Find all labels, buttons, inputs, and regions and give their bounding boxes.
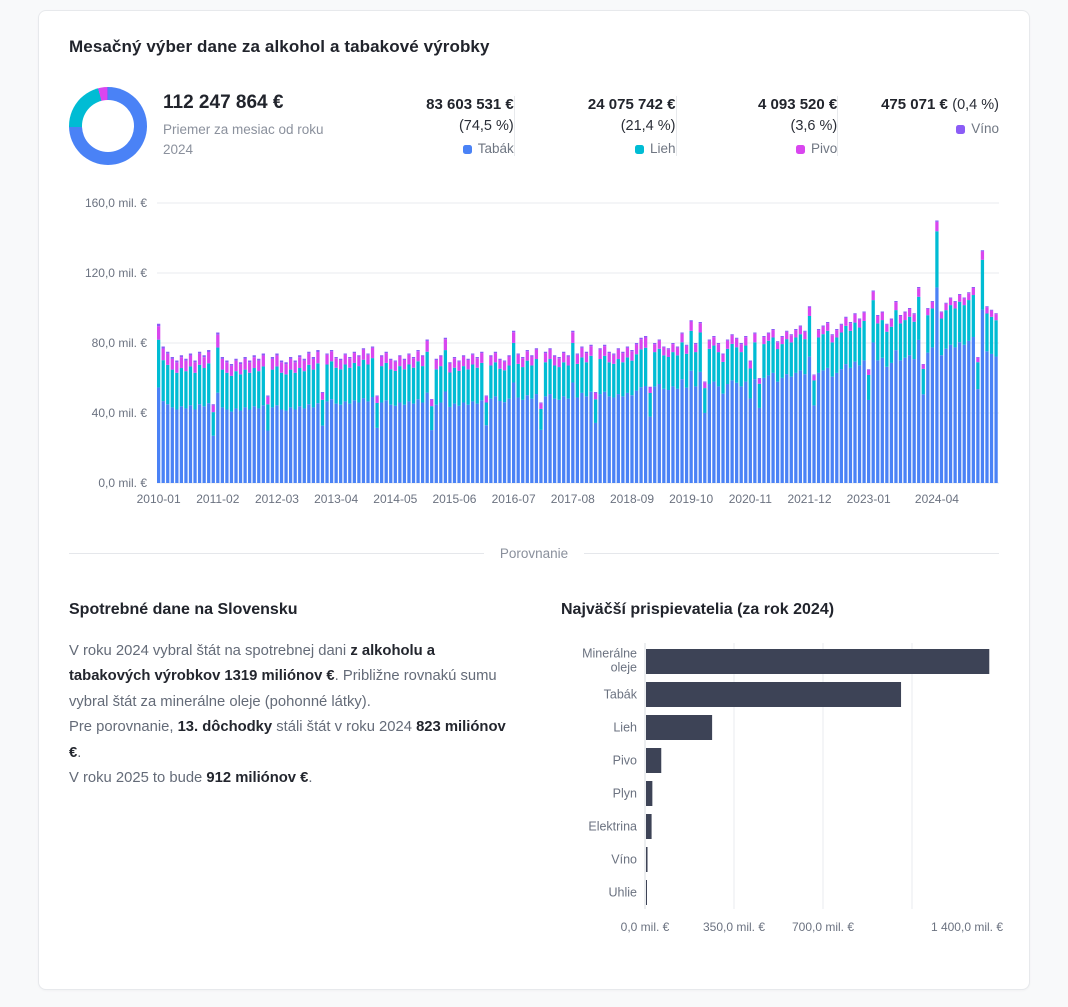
total-block: 112 247 864 € Priemer za mesiac od roku … xyxy=(163,92,353,159)
svg-text:0,0 mil. €: 0,0 mil. € xyxy=(621,920,670,934)
summary-row: 112 247 864 € Priemer za mesiac od roku … xyxy=(69,87,999,165)
svg-text:Elektrina: Elektrina xyxy=(588,820,637,834)
stat-line-vino: 475 071 € (0,4 %) xyxy=(854,96,999,114)
stat-percent-tabak: (74,5 %) xyxy=(458,118,514,134)
legend-label-tabak: Tabák xyxy=(477,141,514,156)
svg-text:40,0 mil. €: 40,0 mil. € xyxy=(92,406,148,420)
svg-text:2014-05: 2014-05 xyxy=(373,492,417,506)
stat-percent-vino: (0,4 %) xyxy=(952,97,999,113)
excise-taxes-title: Spotrebné dane na Slovensku xyxy=(69,601,298,618)
legend-item-tabak[interactable]: Tabák xyxy=(369,141,514,156)
divider-line-left xyxy=(69,553,484,554)
divider-label: Porovnanie xyxy=(499,546,569,561)
stats-row: 83 603 531 € (74,5 %) Tabák 24 075 742 €… xyxy=(353,96,999,156)
svg-text:350,0 mil. €: 350,0 mil. € xyxy=(703,920,765,934)
dashboard-card: Mesačný výber dane za alkohol a tabakové… xyxy=(38,10,1030,990)
svg-text:2011-02: 2011-02 xyxy=(196,492,239,506)
legend-label-vino: Víno xyxy=(971,121,999,136)
svg-text:2013-04: 2013-04 xyxy=(314,492,358,506)
comparison-divider: Porovnanie xyxy=(69,546,999,561)
monthly-chart-wrap: 0,0 mil. € 40,0 mil. € 80,0 mil. € 120,0 mi… xyxy=(69,191,999,516)
divider-line-right xyxy=(584,553,999,554)
total-subtitle: Priemer za mesiac od roku 2024 xyxy=(163,122,324,157)
svg-text:Lieh: Lieh xyxy=(613,721,637,735)
legend-item-lieh[interactable]: Lieh xyxy=(531,141,676,156)
stat-value-pivo: 4 093 520 € xyxy=(758,96,838,113)
svg-text:2017-08: 2017-08 xyxy=(551,492,595,506)
comparison-paragraph: V roku 2024 vybral štát na spotrebnej da… xyxy=(69,643,506,787)
stat-percent-lieh: (21,4 %) xyxy=(620,118,676,134)
contributors-block: Najväčší prispievatelia (za rok 2024) Mi… xyxy=(561,587,1005,956)
svg-text:1 400,0 mil. €: 1 400,0 mil. € xyxy=(931,920,1003,934)
svg-text:Pivo: Pivo xyxy=(613,754,637,768)
monthly-stacked-chart[interactable]: 0,0 mil. € 40,0 mil. € 80,0 mil. € 120,0 mi… xyxy=(69,191,1005,511)
stat-vino: 475 071 € (0,4 %) Víno xyxy=(837,96,999,156)
legend-label-pivo: Pivo xyxy=(810,141,838,156)
stat-value-tabak: 83 603 531 € xyxy=(426,96,514,113)
stat-value-lieh: 24 075 742 € xyxy=(587,96,676,113)
svg-text:2016-07: 2016-07 xyxy=(492,492,536,506)
svg-text:120,0 mil. €: 120,0 mil. € xyxy=(85,266,147,280)
page-title: Mesačný výber dane za alkohol a tabakové… xyxy=(69,37,490,56)
comparison-section: Spotrebné dane na Slovensku V roku 2024 … xyxy=(69,587,1003,956)
svg-text:2021-12: 2021-12 xyxy=(787,492,831,506)
contributors-title: Najväčší prispievatelia (za rok 2024) xyxy=(561,601,835,618)
total-value: 112 247 864 € xyxy=(163,92,284,114)
svg-text:2018-09: 2018-09 xyxy=(610,492,654,506)
contributors-chart[interactable]: Minerálne oleje Tabák Lieh Pivo Plyn Elektrina… xyxy=(561,639,1005,951)
legend-item-pivo[interactable]: Pivo xyxy=(693,141,838,156)
svg-text:Plyn: Plyn xyxy=(613,787,637,801)
legend-swatch-vino xyxy=(956,124,966,134)
svg-text:80,0 mil. €: 80,0 mil. € xyxy=(92,336,148,350)
svg-text:Víno: Víno xyxy=(611,853,637,867)
legend-swatch-lieh xyxy=(634,144,644,154)
stat-tabak: 83 603 531 € (74,5 %) Tabák xyxy=(353,96,514,156)
legend-swatch-tabak xyxy=(462,144,472,154)
svg-text:2023-01: 2023-01 xyxy=(847,492,891,506)
excise-taxes-block: Spotrebné dane na Slovensku V roku 2024 … xyxy=(69,587,513,956)
svg-text:Uhlie: Uhlie xyxy=(609,886,638,900)
stat-value-vino: 475 071 € xyxy=(881,96,948,113)
svg-text:2012-03: 2012-03 xyxy=(255,492,299,506)
svg-text:Tabák: Tabák xyxy=(604,688,638,702)
stat-pivo: 4 093 520 € (3,6 %) Pivo xyxy=(675,96,838,156)
donut-chart[interactable] xyxy=(69,87,147,165)
stat-percent-pivo: (3,6 %) xyxy=(790,118,838,134)
legend-item-vino[interactable]: Víno xyxy=(854,121,999,136)
svg-text:700,0 mil. €: 700,0 mil. € xyxy=(792,920,854,934)
svg-text:2020-11: 2020-11 xyxy=(729,492,772,506)
legend-swatch-pivo xyxy=(795,144,805,154)
svg-text:160,0 mil. €: 160,0 mil. € xyxy=(85,196,147,210)
svg-text:0,0 mil. €: 0,0 mil. € xyxy=(98,476,147,490)
svg-text:2019-10: 2019-10 xyxy=(669,492,713,506)
legend-label-lieh: Lieh xyxy=(649,141,676,156)
svg-text:2010-01: 2010-01 xyxy=(137,492,181,506)
svg-text:2015-06: 2015-06 xyxy=(432,492,476,506)
svg-text:2024-04: 2024-04 xyxy=(915,492,959,506)
stat-lieh: 24 075 742 € (21,4 %) Lieh xyxy=(513,96,676,156)
